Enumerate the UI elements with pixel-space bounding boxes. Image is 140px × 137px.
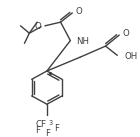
Text: NH: NH — [76, 37, 89, 46]
Text: O: O — [122, 29, 129, 38]
Text: CF: CF — [36, 120, 47, 129]
Text: F: F — [54, 124, 59, 133]
Text: O: O — [34, 22, 41, 31]
Text: 3: 3 — [49, 120, 53, 126]
Text: F: F — [45, 129, 50, 137]
Text: OH: OH — [124, 52, 137, 61]
Text: O: O — [75, 8, 82, 16]
Text: F: F — [36, 126, 41, 135]
